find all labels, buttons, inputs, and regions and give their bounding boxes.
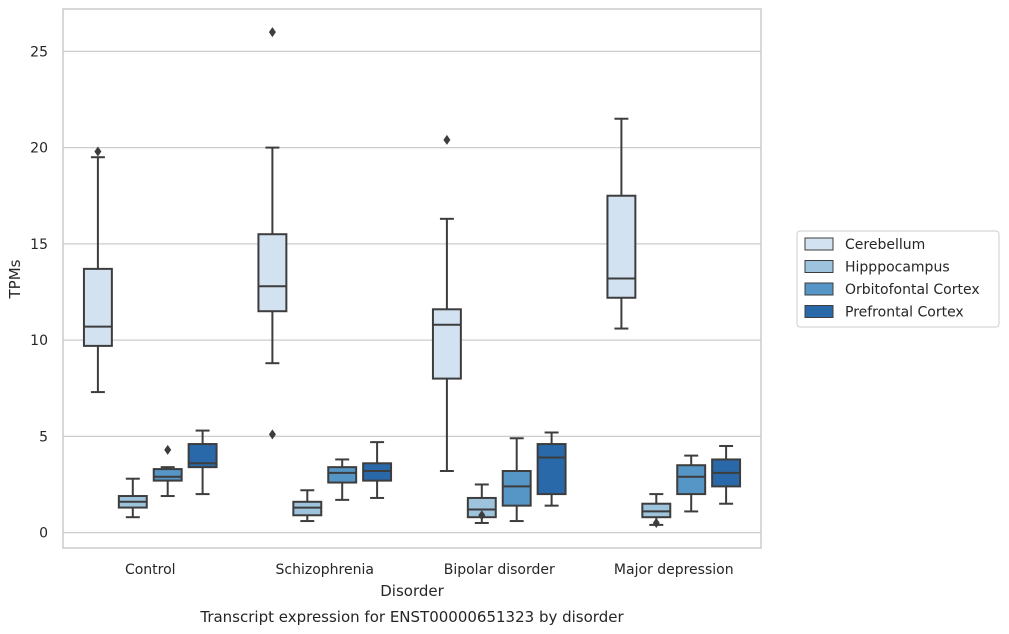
legend: Cerebellum Hipppocampus Orbitofontal Corte… [796,230,1000,328]
outlier-point [268,429,276,440]
x-tick-label: Schizophrenia [276,562,374,578]
legend-frame [796,230,1000,328]
iqr-box [257,233,288,313]
outlier-point [652,517,660,528]
y-tick-label: 0 [39,526,48,542]
box-cerebellum [606,117,637,330]
y-axis-label: TPMs [6,259,24,299]
x-tick-label: Bipolar disorder [444,562,555,578]
legend-swatch [804,305,834,318]
y-tick-label: 10 [30,333,48,349]
box-cerebellum [431,134,462,472]
box-prefrontal-cortex [362,441,393,499]
x-tick-label: Control [125,562,176,578]
iqr-box [676,464,707,496]
y-tick-label: 5 [39,429,48,445]
iqr-box [327,466,358,484]
outlier-point [164,444,172,455]
gridlines [63,50,761,534]
box-hipppocampus [466,483,497,524]
chart-caption: Transcript expression for ENST0000065132… [199,608,624,626]
iqr-box [82,267,113,347]
legend-swatch [804,237,834,251]
box-hipppocampus [292,489,323,523]
iqr-box [501,470,532,507]
box-prefrontal-cortex [187,429,218,496]
box-orbitofontal-cortex [501,437,532,523]
x-tick-label: Major depression [614,562,734,578]
legend-swatch [804,260,834,273]
iqr-box [187,443,218,469]
legend-label: Cerebellum [845,237,925,253]
y-tick-label: 25 [30,44,48,60]
box-hipppocampus [641,493,672,528]
legend-label: Orbitofontal Cortex [845,282,980,298]
y-tick-label: 20 [30,141,48,157]
box-cerebellum [82,146,113,394]
iqr-box [536,443,567,496]
box-orbitofontal-cortex [327,458,358,501]
x-tick-labels: Control Schizophrenia Bipolar disorder Majo… [125,562,734,578]
plot-frame [62,8,762,549]
x-axis-label: Disorder [380,582,444,600]
iqr-box [152,468,183,482]
box-orbitofontal-cortex [676,454,707,513]
legend-label: Prefrontal Cortex [845,305,964,321]
box-hipppocampus [117,477,148,519]
iqr-box [431,308,462,380]
box-groups [82,27,742,528]
box-orbitofontal-cortex [152,444,183,498]
legend-swatch [804,282,834,296]
box-cerebellum [257,27,288,440]
box-prefrontal-cortex [536,431,567,507]
box-prefrontal-cortex [711,444,742,505]
outlier-point [268,27,276,38]
outlier-point [94,146,102,157]
iqr-box [606,194,637,299]
outlier-point [443,134,451,145]
y-tick-label: 15 [30,237,48,253]
outlier-point [478,510,486,521]
legend-label: Hipppocampus [845,260,950,276]
y-tick-labels: 0 5 10 15 20 25 [30,44,48,541]
